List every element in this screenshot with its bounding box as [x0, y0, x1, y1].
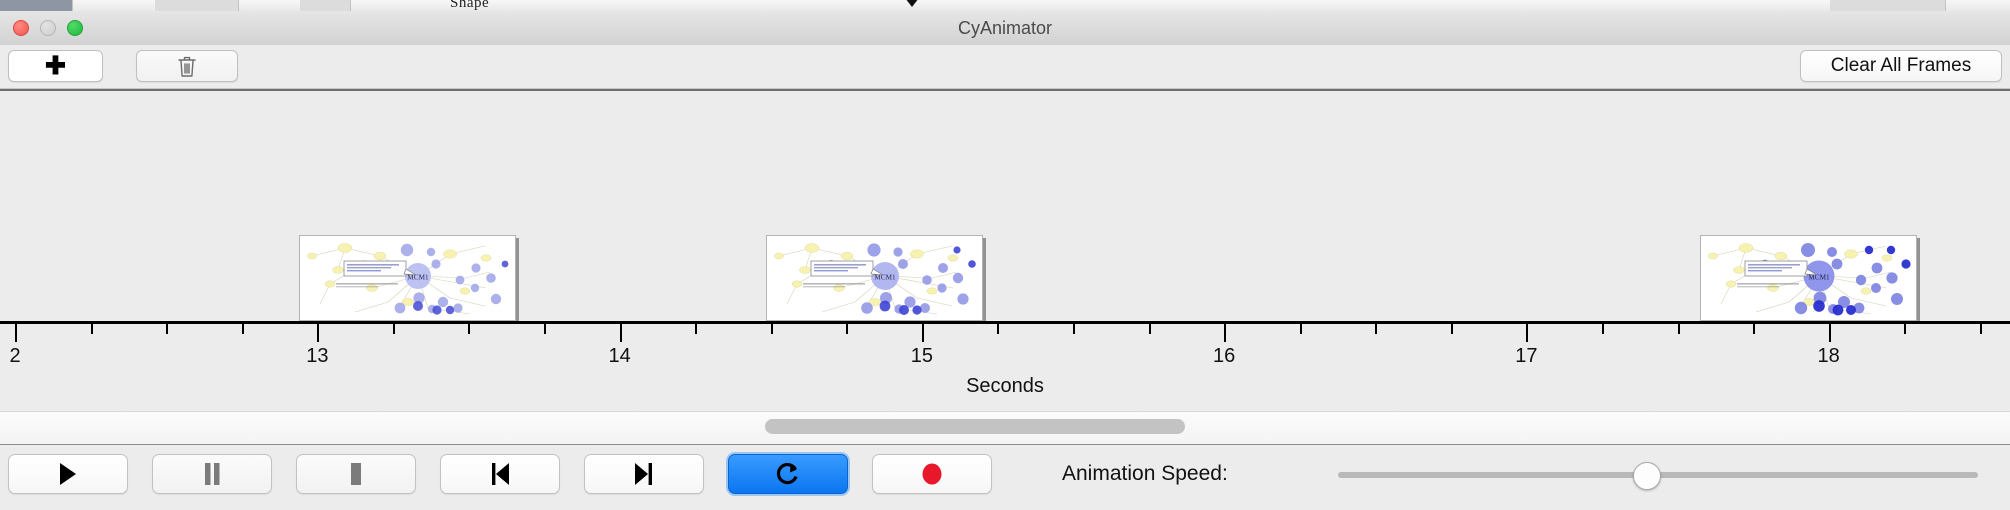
background-chip — [1830, 0, 1886, 11]
axis-tick-major — [921, 324, 924, 342]
previous-frame-button[interactable] — [440, 454, 560, 494]
background-window-label: Shape — [450, 0, 490, 11]
axis-tick-minor — [468, 324, 471, 334]
add-frame-button[interactable]: ✚ — [8, 50, 103, 82]
background-chip — [1885, 0, 1946, 11]
clear-all-frames-label: Clear All Frames — [1830, 55, 1972, 76]
axis-tick-minor — [695, 324, 698, 334]
loop-icon — [776, 463, 798, 485]
svg-text:MCM1: MCM1 — [407, 274, 429, 282]
axis-tick-major — [619, 324, 622, 342]
axis-tick-minor — [1375, 324, 1378, 334]
axis-tick-major — [1224, 324, 1227, 342]
svg-text:MCM1: MCM1 — [1808, 274, 1830, 282]
background-chip — [155, 0, 201, 11]
pause-button[interactable] — [152, 454, 272, 494]
axis-tick-minor — [846, 324, 849, 334]
background-chip — [200, 0, 239, 11]
skip-back-icon — [492, 463, 509, 485]
delete-frame-button[interactable] — [136, 50, 238, 82]
trash-icon — [178, 56, 196, 77]
axis-tick-label: 15 — [910, 345, 933, 367]
axis-title: Seconds — [966, 375, 1044, 397]
axis-tick-major — [15, 324, 18, 342]
axis-tick-label: 18 — [1817, 345, 1840, 367]
title-bar: CyAnimator — [0, 11, 2010, 46]
axis-line — [0, 321, 2010, 324]
network-thumbnail-graphic: MCM1 — [300, 236, 515, 320]
toolbar: ✚ Clear All Frames — [0, 45, 2010, 89]
animation-speed-label: Animation Speed: — [1062, 462, 1228, 485]
minimize-window-button[interactable] — [40, 20, 56, 36]
axis-tick-minor — [1148, 324, 1151, 334]
axis-tick-minor — [1073, 324, 1075, 334]
stop-button[interactable] — [296, 454, 416, 494]
stop-icon — [351, 463, 361, 485]
timeline-panel: MCM1 — [0, 89, 2010, 413]
keyframe-thumbnail[interactable]: MCM1 — [766, 235, 983, 321]
animation-speed-slider-thumb[interactable] — [1633, 462, 1661, 490]
skip-forward-icon — [635, 463, 652, 485]
axis-tick-minor — [90, 324, 93, 334]
axis-tick-minor — [770, 324, 773, 334]
scrollbar-thumb[interactable] — [765, 419, 1185, 434]
window-controls — [13, 20, 83, 36]
record-icon — [922, 463, 942, 485]
keyframe-track: MCM1 — [0, 91, 2010, 321]
axis-tick-label: 13 — [306, 345, 329, 367]
axis-tick-major — [317, 324, 320, 342]
background-chip — [300, 0, 351, 11]
axis-tick-minor — [544, 324, 547, 334]
network-thumbnail-graphic: MCM1 — [767, 236, 982, 320]
axis-tick-minor — [1677, 324, 1680, 334]
window-title: CyAnimator — [957, 18, 1053, 38]
keyframe-thumbnail[interactable]: MCM1 — [1700, 235, 1917, 321]
background-caret-icon — [905, 0, 919, 7]
time-axis[interactable]: 2 13 14 15 16 17 18 Seconds — [0, 321, 2010, 413]
axis-tick-minor — [1753, 324, 1756, 334]
axis-tick-minor — [1601, 324, 1604, 334]
axis-tick-label: 16 — [1213, 345, 1236, 367]
axis-tick-minor — [997, 324, 1000, 334]
record-button[interactable] — [872, 454, 992, 494]
play-icon — [60, 463, 76, 485]
axis-tick-label: 17 — [1515, 345, 1538, 367]
axis-tick-major — [1828, 324, 1831, 342]
timeline-scrollbar[interactable] — [0, 411, 2010, 446]
background-chip — [0, 0, 73, 11]
svg-text:MCM1: MCM1 — [874, 274, 896, 282]
axis-tick-label: 2 — [9, 345, 21, 367]
clear-all-frames-button[interactable]: Clear All Frames — [1800, 50, 2002, 82]
keyframe-thumbnail[interactable]: MCM1 — [299, 235, 516, 321]
axis-tick-minor — [1979, 324, 1982, 334]
maximize-window-button[interactable] — [67, 20, 83, 36]
axis-tick-minor — [1904, 324, 1907, 334]
axis-tick-minor — [1299, 324, 1302, 334]
axis-tick-minor — [166, 324, 169, 334]
axis-tick-minor — [241, 324, 244, 334]
network-thumbnail-graphic: MCM1 — [1701, 236, 1916, 320]
axis-tick-label: 14 — [608, 345, 631, 367]
close-window-button[interactable] — [13, 20, 29, 36]
playback-control-bar: Animation Speed: — [0, 445, 2010, 510]
axis-tick-minor — [1450, 324, 1453, 334]
axis-tick-minor — [392, 324, 395, 334]
axis-tick-major — [1526, 324, 1529, 342]
next-frame-button[interactable] — [584, 454, 704, 494]
loop-button[interactable] — [728, 454, 848, 494]
pause-icon — [205, 463, 220, 485]
play-button[interactable] — [8, 454, 128, 494]
